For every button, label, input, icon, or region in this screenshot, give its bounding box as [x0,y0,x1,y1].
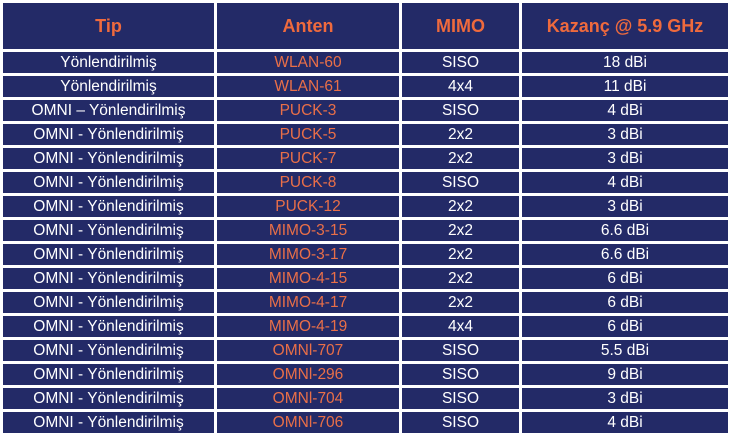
mimo-cell: 4x4 [402,316,519,337]
table-row: OMNI - Yönlendirilmiş PUCK-7 2x2 3 dBi [3,148,728,169]
table-row: Yönlendirilmiş WLAN-60 SISO 18 dBi [3,52,728,73]
mimo-cell: SISO [402,100,519,121]
mimo-cell: 2x2 [402,196,519,217]
table-row: Yönlendirilmiş WLAN-61 4x4 11 dBi [3,76,728,97]
anten-cell: MIMO-3-17 [217,244,399,265]
anten-cell: PUCK-12 [217,196,399,217]
tip-cell: OMNI - Yönlendirilmiş [3,412,214,433]
tip-cell: Yönlendirilmiş [3,76,214,97]
kazanc-cell: 6 dBi [522,316,728,337]
mimo-cell: SISO [402,172,519,193]
mimo-cell: 2x2 [402,292,519,313]
anten-cell: WLAN-60 [217,52,399,73]
kazanc-cell: 3 dBi [522,148,728,169]
table-row: OMNI - Yönlendirilmiş PUCK-12 2x2 3 dBi [3,196,728,217]
tip-cell: OMNI - Yönlendirilmiş [3,148,214,169]
mimo-cell: SISO [402,388,519,409]
table-row: OMNI - Yönlendirilmiş MIMO-3-17 2x2 6.6 dBi [3,244,728,265]
mimo-cell: SISO [402,364,519,385]
tip-cell: OMNI - Yönlendirilmiş [3,340,214,361]
kazanc-cell: 3 dBi [522,196,728,217]
mimo-cell: SISO [402,52,519,73]
table-row: OMNI - Yönlendirilmiş OMNl-707 SISO 5.5 dBi [3,340,728,361]
table-body: Yönlendirilmiş WLAN-60 SISO 18 dBi Yönlendir… [3,52,728,433]
mimo-cell: 2x2 [402,268,519,289]
kazanc-cell: 4 dBi [522,100,728,121]
anten-cell: WLAN-61 [217,76,399,97]
table-row: OMNI - Yönlendirilmiş PUCK-8 SISO 4 dBi [3,172,728,193]
table-row: OMNI – Yönlendirilmiş PUCK-3 SISO 4 dBi [3,100,728,121]
anten-cell: OMNl-706 [217,412,399,433]
kazanc-cell: 4 dBi [522,412,728,433]
table-row: OMNI - Yönlendirilmiş MIMO-4-17 2x2 6 dBi [3,292,728,313]
column-header-kazanc: Kazanç @ 5.9 GHz [522,3,728,49]
table-row: OMNI - Yönlendirilmiş MIMO-3-15 2x2 6.6 dBi [3,220,728,241]
header-row: Tip Anten MIMO Kazanç @ 5.9 GHz [3,3,728,49]
column-header-anten: Anten [217,3,399,49]
anten-cell: PUCK-8 [217,172,399,193]
tip-cell: OMNI - Yönlendirilmiş [3,124,214,145]
tip-cell: OMNI - Yönlendirilmiş [3,268,214,289]
table-row: OMNI - Yönlendirilmiş OMNl-706 SISO 4 dBi [3,412,728,433]
anten-cell: OMNl-707 [217,340,399,361]
mimo-cell: 2x2 [402,244,519,265]
tip-cell: OMNI - Yönlendirilmiş [3,196,214,217]
table-header: Tip Anten MIMO Kazanç @ 5.9 GHz [3,3,728,49]
kazanc-cell: 6.6 dBi [522,244,728,265]
table-row: OMNI - Yönlendirilmiş PUCK-5 2x2 3 dBi [3,124,728,145]
anten-cell: MIMO-4-17 [217,292,399,313]
table-row: OMNI - Yönlendirilmiş MIMO-4-15 2x2 6 dBi [3,268,728,289]
anten-cell: OMNl-296 [217,364,399,385]
tip-cell: OMNI - Yönlendirilmiş [3,316,214,337]
anten-cell: MIMO-3-15 [217,220,399,241]
tip-cell: OMNI - Yönlendirilmiş [3,364,214,385]
kazanc-cell: 3 dBi [522,388,728,409]
mimo-cell: 4x4 [402,76,519,97]
table-row: OMNI - Yönlendirilmiş OMNl-704 SISO 3 dBi [3,388,728,409]
kazanc-cell: 9 dBi [522,364,728,385]
column-header-mimo: MIMO [402,3,519,49]
mimo-cell: 2x2 [402,124,519,145]
kazanc-cell: 18 dBi [522,52,728,73]
anten-cell: PUCK-3 [217,100,399,121]
tip-cell: OMNI – Yönlendirilmiş [3,100,214,121]
kazanc-cell: 11 dBi [522,76,728,97]
table-row: OMNI - Yönlendirilmiş OMNl-296 SISO 9 dBi [3,364,728,385]
kazanc-cell: 5.5 dBi [522,340,728,361]
kazanc-cell: 4 dBi [522,172,728,193]
mimo-cell: 2x2 [402,148,519,169]
tip-cell: OMNI - Yönlendirilmiş [3,244,214,265]
anten-cell: PUCK-5 [217,124,399,145]
kazanc-cell: 3 dBi [522,124,728,145]
tip-cell: OMNI - Yönlendirilmiş [3,220,214,241]
tip-cell: OMNI - Yönlendirilmiş [3,388,214,409]
tip-cell: OMNI - Yönlendirilmiş [3,172,214,193]
kazanc-cell: 6 dBi [522,268,728,289]
anten-cell: PUCK-7 [217,148,399,169]
mimo-cell: SISO [402,340,519,361]
kazanc-cell: 6.6 dBi [522,220,728,241]
kazanc-cell: 6 dBi [522,292,728,313]
mimo-cell: SISO [402,412,519,433]
tip-cell: OMNI - Yönlendirilmiş [3,292,214,313]
tip-cell: Yönlendirilmiş [3,52,214,73]
mimo-cell: 2x2 [402,220,519,241]
column-header-tip: Tip [3,3,214,49]
anten-cell: OMNl-704 [217,388,399,409]
table-row: OMNI - Yönlendirilmiş MIMO-4-19 4x4 6 dBi [3,316,728,337]
anten-cell: MIMO-4-15 [217,268,399,289]
anten-cell: MIMO-4-19 [217,316,399,337]
